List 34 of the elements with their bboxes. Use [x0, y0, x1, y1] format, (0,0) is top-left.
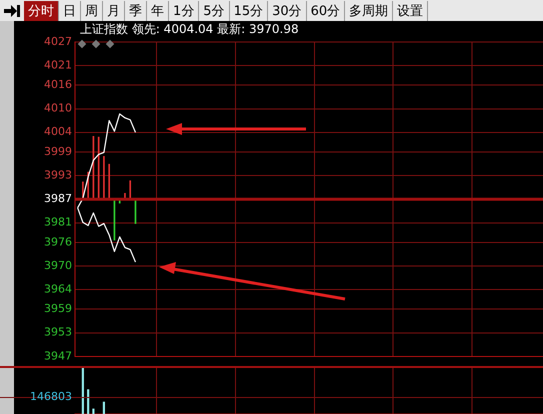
chart-title: 上证指数 [80, 22, 129, 36]
y-tick-label: 3981 [44, 216, 72, 229]
text: 周 [81, 0, 103, 20]
y-tick-label: 3999 [44, 144, 72, 158]
y-tick-label: 4021 [44, 58, 72, 72]
text: 年 [147, 0, 169, 20]
text: 60分 [306, 0, 346, 20]
y-tick-label: 3970 [44, 258, 72, 272]
y-tick-label: 3959 [44, 302, 72, 316]
text: 设置 [393, 0, 428, 20]
y-tick-label: 4010 [44, 102, 72, 115]
y-tick-label: 3993 [44, 168, 72, 182]
text: 月 [103, 0, 125, 20]
text: 1分 [169, 0, 200, 20]
y-tick-label: 4004 [44, 125, 72, 138]
text: 分时 [24, 0, 59, 20]
text: 5分 [199, 0, 230, 20]
y-tick-label: 4016 [44, 78, 72, 92]
text: 15分 [230, 0, 268, 20]
text: 季 [125, 0, 147, 20]
text: 146803 [29, 390, 72, 403]
chart-subtitle: 领先: 4004.04 最新: 3970.98 [132, 22, 299, 36]
text: 日 [59, 0, 81, 20]
y-tick-label: 4027 [44, 34, 72, 48]
text: 多周期 [345, 0, 394, 20]
text: 30分 [268, 0, 307, 20]
y-tick-label: 3964 [44, 282, 72, 296]
y-tick-label: 3947 [44, 349, 72, 362]
y-tick-label: 3987 [44, 192, 72, 206]
bar [92, 408, 94, 414]
y-tick-label: 3976 [44, 235, 72, 248]
bar [82, 368, 84, 414]
bar [102, 402, 105, 414]
y-tick-label: 3953 [44, 326, 72, 339]
